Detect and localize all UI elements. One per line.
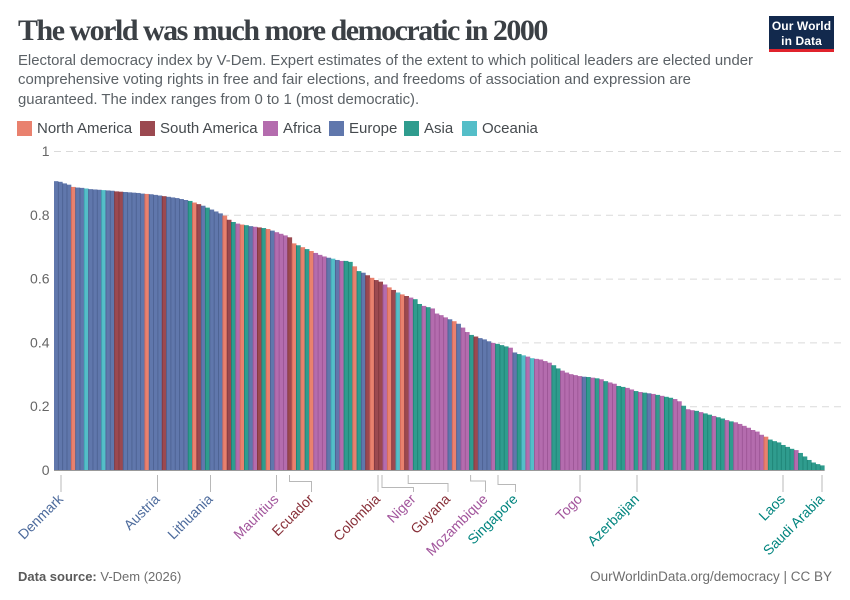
svg-text:Laos: Laos xyxy=(755,491,788,524)
svg-text:1: 1 xyxy=(42,143,50,159)
svg-text:Mauritius: Mauritius xyxy=(230,491,281,542)
svg-text:Togo: Togo xyxy=(552,491,585,524)
svg-text:Lithuania: Lithuania xyxy=(164,491,216,543)
svg-text:0.2: 0.2 xyxy=(30,398,50,414)
svg-text:Azerbaijan: Azerbaijan xyxy=(584,491,642,549)
svg-text:0.6: 0.6 xyxy=(30,271,50,287)
svg-text:Austria: Austria xyxy=(120,491,162,533)
svg-text:0.8: 0.8 xyxy=(30,207,50,223)
svg-text:Colombia: Colombia xyxy=(330,491,383,544)
svg-text:Denmark: Denmark xyxy=(15,490,67,542)
svg-text:0: 0 xyxy=(42,462,50,478)
svg-text:0.4: 0.4 xyxy=(30,334,50,350)
